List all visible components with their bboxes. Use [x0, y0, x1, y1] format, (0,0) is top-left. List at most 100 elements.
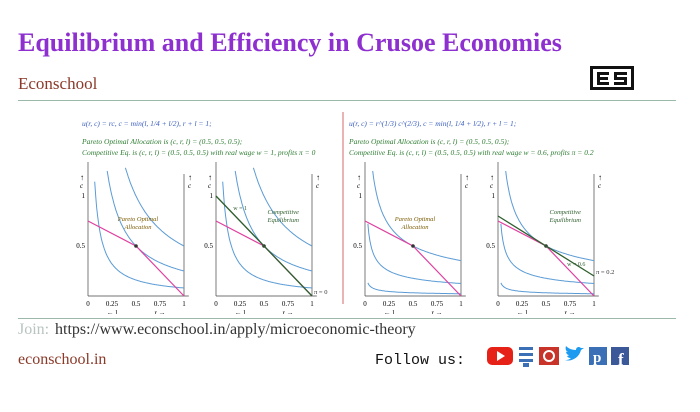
x-tick-label: 0.75 — [282, 300, 295, 308]
x-tick-label: 1 — [182, 300, 186, 308]
profit-label: π = 0.2 — [596, 269, 614, 276]
indifference-curve — [500, 282, 594, 295]
left-arrow: ← l — [107, 309, 118, 314]
up-arrow: ↑ — [208, 173, 212, 182]
production-frontier — [215, 220, 313, 297]
left-arrow: ← l — [235, 309, 246, 314]
x-tick-label: 1 — [310, 300, 314, 308]
twitter-icon[interactable] — [565, 346, 584, 361]
pinterest-icon[interactable] — [589, 347, 607, 365]
indifference-curve — [234, 170, 313, 272]
c-label: c — [598, 182, 602, 190]
competitive-label: Equilibrium — [548, 217, 581, 224]
indifference-curve — [106, 170, 185, 272]
indifference-curve — [372, 170, 462, 262]
indifference-curve — [252, 167, 313, 247]
pareto-statement: Pareto Optimal Allocation is (c, r, l) =… — [348, 137, 509, 146]
y-tick-label: 0.5 — [486, 242, 495, 250]
pareto-label: Allocation — [400, 224, 428, 231]
left-arrow: ← l — [517, 309, 528, 314]
right-arrow: r → — [282, 309, 293, 314]
competitive-label: Competitive — [549, 209, 581, 216]
budget-line — [497, 215, 595, 277]
allocation-point — [134, 244, 138, 248]
x-tick-label: 0 — [214, 300, 218, 308]
rule — [18, 100, 676, 101]
indifference-curve — [500, 223, 595, 284]
indifference-curve — [94, 181, 185, 289]
x-tick-label: 0.5 — [260, 300, 269, 308]
y-tick-label: 1 — [210, 192, 214, 200]
quora-icon[interactable] — [539, 347, 559, 365]
pareto-label: Pareto Optimal — [117, 216, 159, 223]
production-frontier — [87, 220, 185, 297]
competitive-statement: Competitive Eq. is (c, r, l) = (0.5, 0.5… — [82, 148, 316, 157]
x-tick-label: 0.5 — [409, 300, 418, 308]
x-tick-label: 0.75 — [564, 300, 577, 308]
c-label: c — [490, 182, 494, 190]
pareto-statement: Pareto Optimal Allocation is (c, r, l) =… — [81, 137, 242, 146]
join-label: Join: — [18, 321, 50, 338]
c-label: c — [316, 182, 320, 190]
indifference-curve — [367, 282, 461, 295]
title: Equilibrium and Efficiency in Crusoe Eco… — [18, 28, 562, 57]
right-arrow: r → — [564, 309, 575, 314]
facebook-icon[interactable] — [611, 347, 629, 365]
up-arrow: ↑ — [357, 173, 361, 182]
url[interactable]: https://www.econschool.in/apply/microeco… — [55, 321, 416, 338]
c-label: c — [357, 182, 361, 190]
x-tick-label: 0.5 — [132, 300, 141, 308]
feed-icon[interactable] — [519, 347, 533, 367]
c-label: c — [188, 182, 192, 190]
y-tick-label: 0.5 — [353, 242, 362, 250]
x-tick-label: 0.75 — [431, 300, 444, 308]
y-tick-label: 1 — [82, 192, 86, 200]
pareto-label: Allocation — [123, 224, 151, 231]
x-tick-label: 0.25 — [234, 300, 247, 308]
competitive-label: Competitive — [267, 209, 299, 216]
formula: u(r, c) = r^(1/3) c^(2/3), c = min(l, 1/… — [349, 119, 516, 128]
right-arrow: r → — [154, 309, 165, 314]
x-tick-label: 0.25 — [383, 300, 396, 308]
figure: u(r, c) = rc, c = min(l, 1/4 + l/2), r +… — [76, 112, 614, 314]
x-tick-label: 0 — [363, 300, 367, 308]
x-tick-label: 0.25 — [106, 300, 119, 308]
rule — [18, 318, 676, 319]
formula: u(r, c) = rc, c = min(l, 1/4 + l/2), r +… — [82, 119, 212, 128]
wage-label: w = 1 — [233, 206, 247, 212]
follow-label: Follow us: — [375, 352, 466, 369]
logo — [590, 66, 634, 90]
c-label: c — [80, 182, 84, 190]
indifference-curve — [124, 167, 185, 247]
brand: Econschool — [18, 74, 98, 93]
up-arrow: ↑ — [598, 173, 602, 182]
social-icons: p f — [487, 346, 629, 368]
c-label: c — [208, 182, 212, 190]
y-tick-label: 0.5 — [204, 242, 213, 250]
production-frontier — [364, 220, 462, 297]
allocation-point — [411, 244, 415, 248]
svg-text:f: f — [618, 350, 624, 368]
c-label: c — [465, 182, 469, 190]
competitive-label: Equilibrium — [266, 217, 299, 224]
up-arrow: ↑ — [316, 173, 320, 182]
production-frontier — [497, 220, 595, 297]
y-tick-label: 0.5 — [76, 242, 85, 250]
x-tick-label: 0.5 — [542, 300, 551, 308]
x-tick-label: 0 — [86, 300, 90, 308]
budget-line — [215, 195, 313, 297]
up-arrow: ↑ — [490, 173, 494, 182]
right-arrow: r → — [431, 309, 442, 314]
y-tick-label: 1 — [492, 192, 496, 200]
x-tick-label: 0.75 — [154, 300, 167, 308]
site[interactable]: econschool.in — [18, 351, 107, 368]
wage-label: w = 0.6 — [567, 262, 585, 268]
x-tick-label: 1 — [592, 300, 596, 308]
y-tick-label: 1 — [359, 192, 363, 200]
up-arrow: ↑ — [80, 173, 84, 182]
